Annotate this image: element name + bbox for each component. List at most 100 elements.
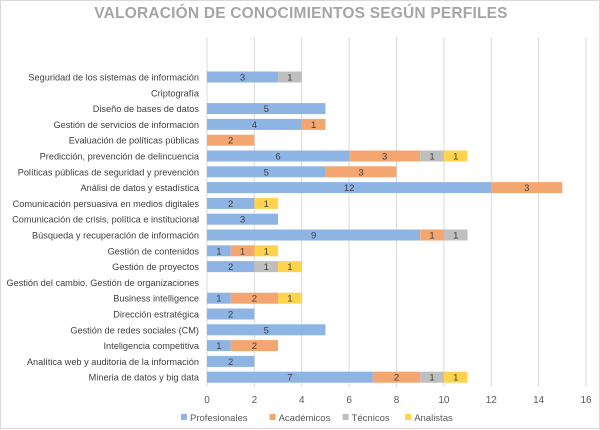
category-label: Business intelligence bbox=[113, 294, 199, 304]
bar-segment bbox=[207, 371, 373, 383]
bar-segment bbox=[230, 292, 279, 304]
x-tick-label: 6 bbox=[346, 395, 352, 406]
x-tick-label: 10 bbox=[438, 395, 450, 406]
bar-segment bbox=[491, 182, 563, 194]
data-label: 3 bbox=[382, 152, 387, 163]
bar-segment bbox=[207, 340, 231, 352]
bar-segment bbox=[420, 371, 444, 383]
data-label: 2 bbox=[228, 357, 233, 368]
bar-segment bbox=[443, 371, 468, 383]
data-label: 1 bbox=[264, 199, 269, 210]
data-label: 12 bbox=[344, 183, 355, 194]
bar-segment bbox=[254, 261, 279, 273]
bar-segment bbox=[278, 261, 302, 273]
legend-label: Técnicos bbox=[352, 413, 390, 424]
bar-segment bbox=[443, 150, 468, 162]
category-label: Análisi de datos y estadística bbox=[81, 183, 200, 193]
data-label: 2 bbox=[252, 341, 257, 352]
data-label: 1 bbox=[264, 262, 269, 273]
chart-title: VALORACIÓN DE CONOCIMIENTOS SEGÚN PERFIL… bbox=[94, 5, 508, 22]
data-label: 4 bbox=[252, 120, 257, 131]
bar-segment bbox=[301, 118, 326, 130]
data-label: 2 bbox=[394, 373, 399, 384]
data-label: 2 bbox=[228, 136, 233, 147]
legend-swatch bbox=[181, 414, 187, 420]
bar-segment bbox=[207, 166, 326, 178]
bar-segment bbox=[207, 324, 326, 336]
data-label: 1 bbox=[216, 341, 221, 352]
bar-segment bbox=[230, 340, 279, 352]
category-label: Mineria de datos y big data bbox=[89, 373, 200, 383]
bar-segment bbox=[372, 371, 421, 383]
legend-swatch bbox=[405, 414, 412, 420]
data-label: 1 bbox=[429, 152, 434, 163]
legend-swatch bbox=[342, 414, 349, 420]
data-label: 1 bbox=[287, 262, 292, 273]
bar-segment bbox=[207, 150, 350, 162]
data-label: 1 bbox=[453, 152, 458, 163]
category-label: Comunicación persuasiva en medios digita… bbox=[13, 199, 200, 209]
category-label: Criptografía bbox=[151, 88, 200, 98]
category-label: Gestión del cambio. Gestión de organizac… bbox=[6, 278, 199, 288]
bar-segment bbox=[420, 229, 444, 241]
bar-segment bbox=[420, 150, 444, 162]
x-tick-label: 4 bbox=[299, 395, 305, 406]
bar-segment bbox=[207, 182, 492, 194]
category-label: Gestión de servicios de información bbox=[53, 120, 199, 130]
data-label: 1 bbox=[264, 246, 269, 257]
legend-label: Analistas bbox=[414, 413, 453, 424]
bar-segment bbox=[207, 261, 255, 273]
data-label: 5 bbox=[264, 167, 269, 178]
data-label: 1 bbox=[216, 294, 221, 305]
data-label: 1 bbox=[311, 120, 316, 131]
legend-label: Profesionales bbox=[190, 413, 248, 424]
data-label: 3 bbox=[240, 215, 245, 226]
legend-label: Académicos bbox=[279, 413, 331, 424]
data-label: 1 bbox=[287, 294, 292, 305]
bar-segment bbox=[349, 150, 421, 162]
bar-segment bbox=[207, 197, 255, 209]
category-label: Diseño de bases de datos bbox=[93, 104, 200, 114]
bar-segment bbox=[207, 71, 279, 83]
legend-swatch bbox=[269, 414, 276, 420]
bar-segment bbox=[254, 197, 279, 209]
data-label: 3 bbox=[358, 167, 363, 178]
bar-segment bbox=[207, 292, 231, 304]
data-label: 1 bbox=[429, 373, 434, 384]
category-label: Seguridad de los sistemas de información bbox=[28, 73, 199, 83]
data-label: 5 bbox=[264, 325, 269, 336]
data-label: 3 bbox=[524, 183, 529, 194]
data-label: 3 bbox=[240, 73, 245, 84]
category-label: Gestión de proyectos bbox=[112, 262, 199, 272]
bar-segment bbox=[254, 245, 279, 257]
bar-segment bbox=[207, 213, 279, 225]
data-label: 2 bbox=[228, 262, 233, 273]
bar-segment bbox=[207, 118, 302, 130]
category-label: Analítica web y auditoria de la informac… bbox=[27, 357, 199, 367]
x-tick-label: 8 bbox=[394, 395, 400, 406]
data-label: 1 bbox=[287, 73, 292, 84]
category-label: Comunicación de crisis, política e insti… bbox=[12, 215, 199, 225]
data-label: 7 bbox=[287, 373, 292, 384]
bar-segment bbox=[230, 245, 255, 257]
data-label: 2 bbox=[228, 310, 233, 321]
category-label: Predicción, prevención de delincuencia bbox=[40, 152, 200, 162]
bar-segment bbox=[207, 103, 326, 115]
bar-segment bbox=[207, 229, 421, 241]
data-label: 2 bbox=[252, 294, 257, 305]
data-label: 9 bbox=[311, 231, 316, 242]
x-tick-label: 2 bbox=[252, 395, 258, 406]
data-label: 5 bbox=[264, 104, 269, 115]
data-label: 1 bbox=[429, 231, 434, 242]
category-label: Gestión de redes sociales (CM) bbox=[70, 325, 199, 335]
data-label: 6 bbox=[275, 152, 280, 163]
x-tick-label: 14 bbox=[533, 395, 545, 406]
category-label: Inteligencia competitiva bbox=[104, 341, 200, 351]
bar-segment bbox=[207, 245, 231, 257]
category-label: Evaluación de políticas públicas bbox=[69, 136, 200, 146]
data-label: 1 bbox=[240, 246, 245, 257]
x-tick-label: 12 bbox=[486, 395, 498, 406]
bar-segment bbox=[443, 229, 468, 241]
x-tick-label: 0 bbox=[204, 395, 210, 406]
